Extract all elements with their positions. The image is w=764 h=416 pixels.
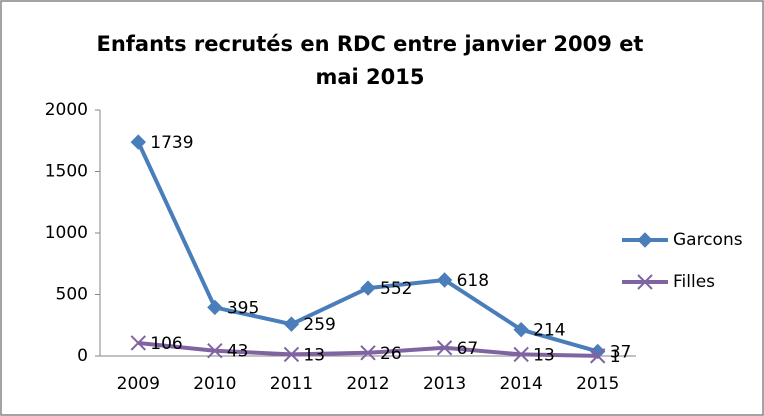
data-label: 259 [303, 315, 335, 335]
point [207, 299, 223, 316]
x-tick-label: 2009 [117, 374, 160, 394]
point [130, 134, 146, 150]
x-tick-label: 2015 [576, 374, 619, 394]
data-label: 67 [457, 339, 479, 359]
x-tick-label: 2013 [423, 374, 466, 394]
data-label: 13 [303, 345, 325, 365]
data-label: 37 [610, 342, 632, 362]
data-label: 214 [533, 321, 565, 341]
data-label: 43 [227, 342, 249, 362]
x-tick-label: 2010 [193, 374, 236, 394]
data-label: 26 [380, 344, 402, 364]
legend-label: Garcons [673, 230, 743, 250]
y-tick-label: 2000 [45, 100, 88, 120]
point [590, 343, 606, 360]
point [436, 272, 453, 288]
y-tick-label: 0 [77, 346, 88, 366]
legend-label: Filles [673, 272, 715, 292]
point [436, 340, 453, 356]
data-label: 106 [150, 334, 182, 354]
data-label: 1 [610, 347, 621, 367]
y-tick-label: 1000 [45, 223, 88, 243]
y-tick-label: 1500 [45, 162, 88, 182]
point [283, 346, 300, 363]
point [283, 316, 300, 332]
x-tick-label: 2012 [346, 374, 389, 394]
point [590, 348, 606, 364]
chart-title: Enfants recrutés en RDC entre janvier 20… [97, 32, 644, 56]
point [513, 321, 529, 338]
point [207, 343, 223, 359]
x-tick-label: 2014 [500, 374, 543, 394]
legend-marker [637, 274, 653, 290]
point [360, 280, 376, 296]
data-label: 618 [457, 271, 489, 291]
data-label: 1739 [150, 133, 193, 153]
data-label: 395 [227, 298, 259, 318]
legend-marker [637, 232, 653, 248]
x-tick-label: 2011 [270, 374, 313, 394]
y-tick-label: 500 [56, 285, 88, 305]
data-label: 552 [380, 279, 412, 299]
data-label: 13 [533, 345, 555, 365]
chart-title: mai 2015 [315, 65, 424, 89]
point [130, 335, 146, 351]
point [360, 345, 376, 361]
point [513, 346, 529, 363]
